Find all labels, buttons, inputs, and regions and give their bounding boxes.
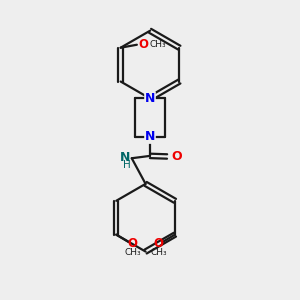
Text: CH₃: CH₃ — [149, 40, 166, 49]
Text: CH₃: CH₃ — [124, 248, 141, 257]
Text: O: O — [171, 150, 182, 163]
Text: N: N — [120, 151, 130, 164]
Text: O: O — [138, 38, 148, 51]
Text: CH₃: CH₃ — [150, 248, 167, 257]
Text: N: N — [145, 130, 155, 143]
Text: O: O — [128, 237, 137, 250]
Text: H: H — [122, 160, 130, 170]
Text: N: N — [145, 92, 155, 105]
Text: O: O — [154, 237, 164, 250]
